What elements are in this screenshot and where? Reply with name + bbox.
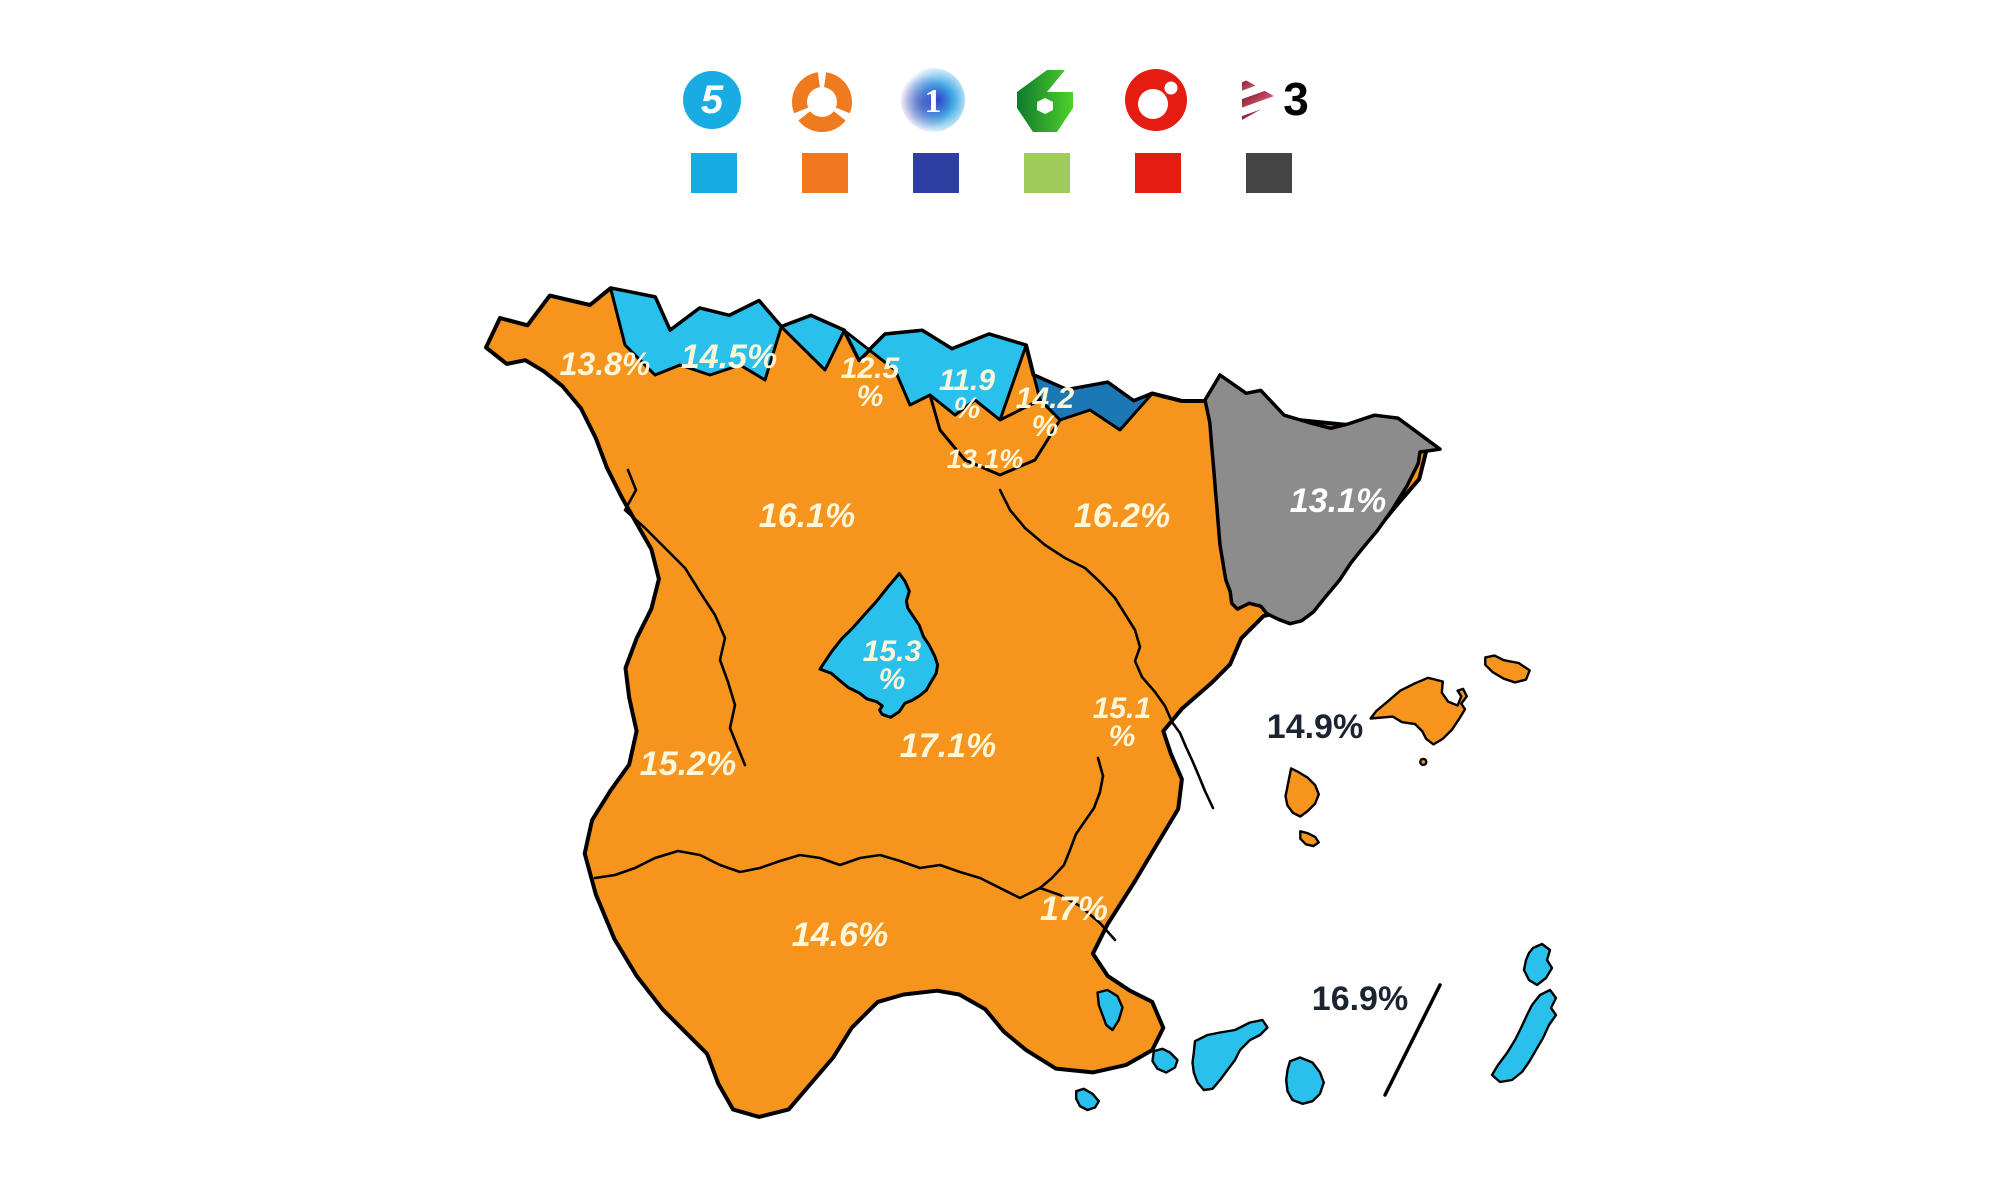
svg-text:15.2%: 15.2%	[640, 745, 736, 783]
svg-text:16.9%: 16.9%	[1312, 980, 1408, 1018]
svg-text:17%: 17%	[1040, 890, 1108, 928]
svg-text:%: %	[879, 663, 906, 696]
svg-text:17.1%: 17.1%	[900, 727, 996, 765]
svg-text:13.8%: 13.8%	[560, 346, 651, 382]
svg-text:13.1%: 13.1%	[1290, 482, 1386, 520]
svg-text:13.1%: 13.1%	[947, 444, 1024, 474]
svg-text:%: %	[1109, 720, 1136, 753]
svg-text:%: %	[1032, 410, 1059, 443]
svg-text:%: %	[857, 380, 884, 413]
svg-text:14.9%: 14.9%	[1267, 708, 1363, 746]
svg-text:14.6%: 14.6%	[792, 916, 888, 954]
svg-text:16.2%: 16.2%	[1074, 497, 1170, 535]
svg-text:%: %	[954, 392, 981, 425]
svg-text:14.5%: 14.5%	[681, 338, 777, 376]
svg-text:16.1%: 16.1%	[759, 497, 855, 535]
